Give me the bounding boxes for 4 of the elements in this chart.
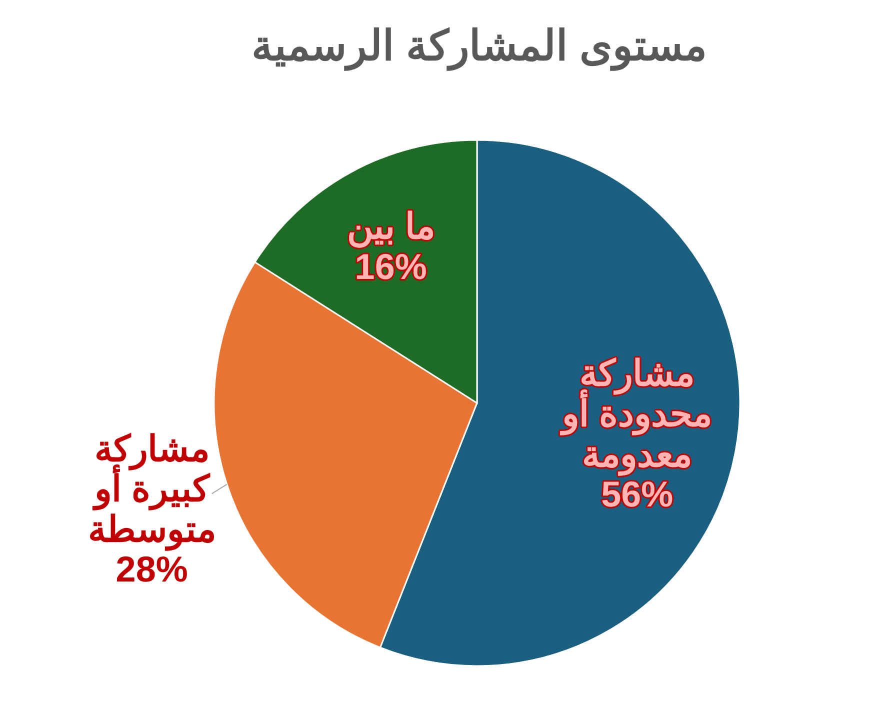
slice-label: ما بين xyxy=(346,206,435,249)
chart-title: مستوى المشاركة الرسمية xyxy=(251,22,708,71)
slice-label: مشاركة محدودة أو معدومة xyxy=(559,352,712,476)
slice-label: مشاركة كبيرة أو متوسطة xyxy=(88,428,216,552)
